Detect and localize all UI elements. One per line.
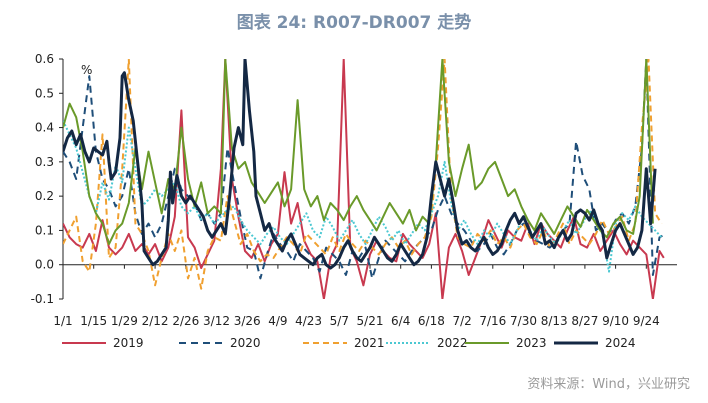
legend-label-2019: 2019 [113, 336, 144, 350]
y-tick-label: 0.4 [35, 121, 54, 135]
page-title: 图表 24: R007-DR007 走势 [236, 13, 472, 33]
y-tick-label: 0.3 [35, 155, 54, 169]
x-tick-label: 7/30 [510, 314, 537, 328]
x-tick-label: 9/24 [633, 314, 660, 328]
x-tick-label: 5/7 [330, 314, 349, 328]
y-tick-label: 0.0 [35, 258, 54, 272]
x-tick-label: 8/13 [541, 314, 568, 328]
legend-label-2023: 2023 [516, 336, 547, 350]
legend-label-2024: 2024 [605, 336, 636, 350]
x-tick-label: 1/15 [80, 314, 107, 328]
y-tick-label: 0.5 [35, 86, 54, 100]
y-tick-label: -0.1 [31, 292, 54, 306]
x-tick-label: 2/26 [172, 314, 199, 328]
legend-label-2021: 2021 [354, 336, 385, 350]
x-tick-label: 7/2 [452, 314, 471, 328]
y-tick-label: 0.2 [35, 189, 54, 203]
x-tick-label: 8/27 [571, 314, 598, 328]
x-tick-label: 4/9 [268, 314, 287, 328]
x-tick-label: 1/1 [53, 314, 72, 328]
x-tick-label: 7/16 [479, 314, 506, 328]
source-note: 资料来源：Wind，兴业研究 [527, 377, 690, 392]
y-tick-label: 0.1 [35, 223, 54, 237]
y-tick-label: 0.6 [35, 52, 54, 66]
x-tick-label: 6/4 [391, 314, 410, 328]
x-tick-label: 2/12 [142, 314, 169, 328]
legend-label-2020: 2020 [230, 336, 261, 350]
series-line-2024 [63, 59, 657, 270]
unit-label: % [81, 63, 92, 77]
x-tick-label: 3/12 [203, 314, 230, 328]
x-tick-label: 1/29 [111, 314, 138, 328]
x-tick-label: 6/18 [418, 314, 445, 328]
x-tick-label: 9/10 [602, 314, 629, 328]
x-tick-label: 4/23 [295, 314, 322, 328]
x-tick-label: 3/26 [234, 314, 261, 328]
legend-label-2022: 2022 [437, 336, 468, 350]
series-line-2023 [63, 59, 654, 246]
x-tick-label: 5/21 [357, 314, 384, 328]
series-line-2020 [63, 59, 667, 280]
